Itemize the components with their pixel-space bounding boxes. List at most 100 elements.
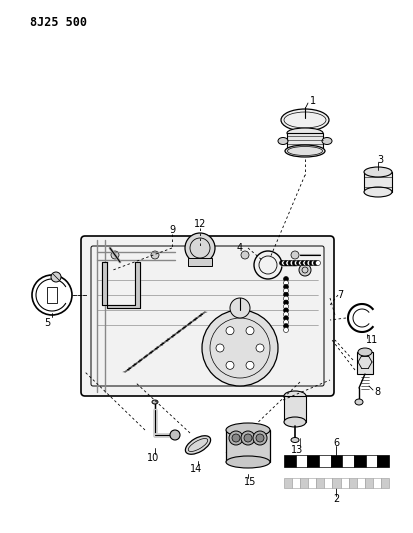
- Circle shape: [283, 304, 288, 309]
- Bar: [299, 478, 308, 488]
- Circle shape: [283, 327, 288, 333]
- Circle shape: [185, 233, 214, 263]
- Circle shape: [283, 284, 288, 289]
- Text: 5: 5: [44, 318, 50, 328]
- Bar: [283, 478, 291, 488]
- Bar: [363, 172, 391, 192]
- Bar: [188, 258, 211, 266]
- Bar: [340, 478, 348, 488]
- Circle shape: [245, 361, 254, 369]
- Ellipse shape: [280, 109, 328, 131]
- Ellipse shape: [152, 400, 158, 404]
- Circle shape: [245, 327, 254, 335]
- Bar: [380, 478, 388, 488]
- Text: 2: 2: [332, 494, 339, 504]
- Ellipse shape: [290, 438, 298, 442]
- Bar: [47, 287, 57, 303]
- Bar: [283, 396, 305, 422]
- Bar: [372, 478, 380, 488]
- Ellipse shape: [277, 138, 287, 144]
- Text: 13: 13: [290, 445, 302, 455]
- Text: 10: 10: [147, 453, 159, 463]
- Text: 14: 14: [190, 464, 202, 474]
- Circle shape: [281, 261, 286, 265]
- Ellipse shape: [185, 436, 210, 454]
- Circle shape: [283, 324, 288, 328]
- Bar: [306, 455, 318, 467]
- Circle shape: [298, 264, 310, 276]
- Bar: [365, 455, 376, 467]
- Text: 15: 15: [243, 477, 256, 487]
- Circle shape: [279, 261, 284, 265]
- Bar: [286, 133, 322, 149]
- Circle shape: [283, 288, 288, 293]
- Bar: [316, 478, 324, 488]
- Ellipse shape: [354, 399, 362, 405]
- Circle shape: [111, 251, 119, 259]
- Bar: [356, 352, 372, 374]
- Circle shape: [311, 261, 316, 265]
- Circle shape: [283, 320, 288, 325]
- Circle shape: [306, 261, 311, 265]
- Ellipse shape: [283, 391, 305, 401]
- Circle shape: [195, 251, 204, 259]
- Circle shape: [292, 261, 297, 265]
- Circle shape: [283, 308, 288, 313]
- Bar: [295, 455, 306, 467]
- Circle shape: [231, 434, 240, 442]
- Circle shape: [315, 261, 320, 265]
- Circle shape: [285, 261, 290, 265]
- Bar: [332, 478, 340, 488]
- Text: 4: 4: [236, 243, 242, 253]
- Circle shape: [255, 344, 263, 352]
- Ellipse shape: [225, 456, 269, 468]
- Circle shape: [313, 261, 318, 265]
- Bar: [283, 455, 295, 467]
- Bar: [376, 455, 388, 467]
- Circle shape: [225, 361, 233, 369]
- Circle shape: [304, 261, 309, 265]
- Ellipse shape: [357, 348, 371, 356]
- Circle shape: [287, 261, 292, 265]
- Circle shape: [202, 310, 277, 386]
- Bar: [330, 455, 342, 467]
- Circle shape: [283, 300, 288, 305]
- Circle shape: [51, 272, 61, 282]
- Bar: [353, 455, 365, 467]
- Bar: [291, 478, 299, 488]
- Circle shape: [283, 316, 288, 321]
- Text: 8: 8: [373, 387, 379, 397]
- Circle shape: [151, 251, 159, 259]
- Circle shape: [300, 261, 305, 265]
- Bar: [324, 478, 332, 488]
- FancyBboxPatch shape: [81, 236, 333, 396]
- Circle shape: [290, 251, 298, 259]
- Bar: [348, 478, 356, 488]
- Ellipse shape: [283, 417, 305, 427]
- Circle shape: [216, 344, 223, 352]
- Circle shape: [283, 280, 288, 286]
- Circle shape: [252, 431, 266, 445]
- Text: 1: 1: [309, 96, 315, 106]
- Ellipse shape: [286, 128, 322, 138]
- Text: 11: 11: [365, 335, 377, 345]
- Text: 6: 6: [332, 438, 339, 448]
- Circle shape: [228, 431, 242, 445]
- Circle shape: [296, 261, 301, 265]
- Circle shape: [170, 430, 180, 440]
- Ellipse shape: [363, 167, 391, 177]
- Ellipse shape: [363, 187, 391, 197]
- Circle shape: [283, 292, 288, 297]
- Text: 7: 7: [336, 290, 342, 300]
- Circle shape: [283, 277, 288, 281]
- Bar: [364, 478, 372, 488]
- Circle shape: [309, 261, 313, 265]
- Ellipse shape: [284, 145, 324, 157]
- Ellipse shape: [225, 423, 269, 437]
- Bar: [342, 455, 353, 467]
- Circle shape: [302, 261, 307, 265]
- Circle shape: [283, 296, 288, 301]
- Text: 8J25 500: 8J25 500: [30, 15, 87, 28]
- Circle shape: [294, 261, 299, 265]
- Circle shape: [283, 312, 288, 317]
